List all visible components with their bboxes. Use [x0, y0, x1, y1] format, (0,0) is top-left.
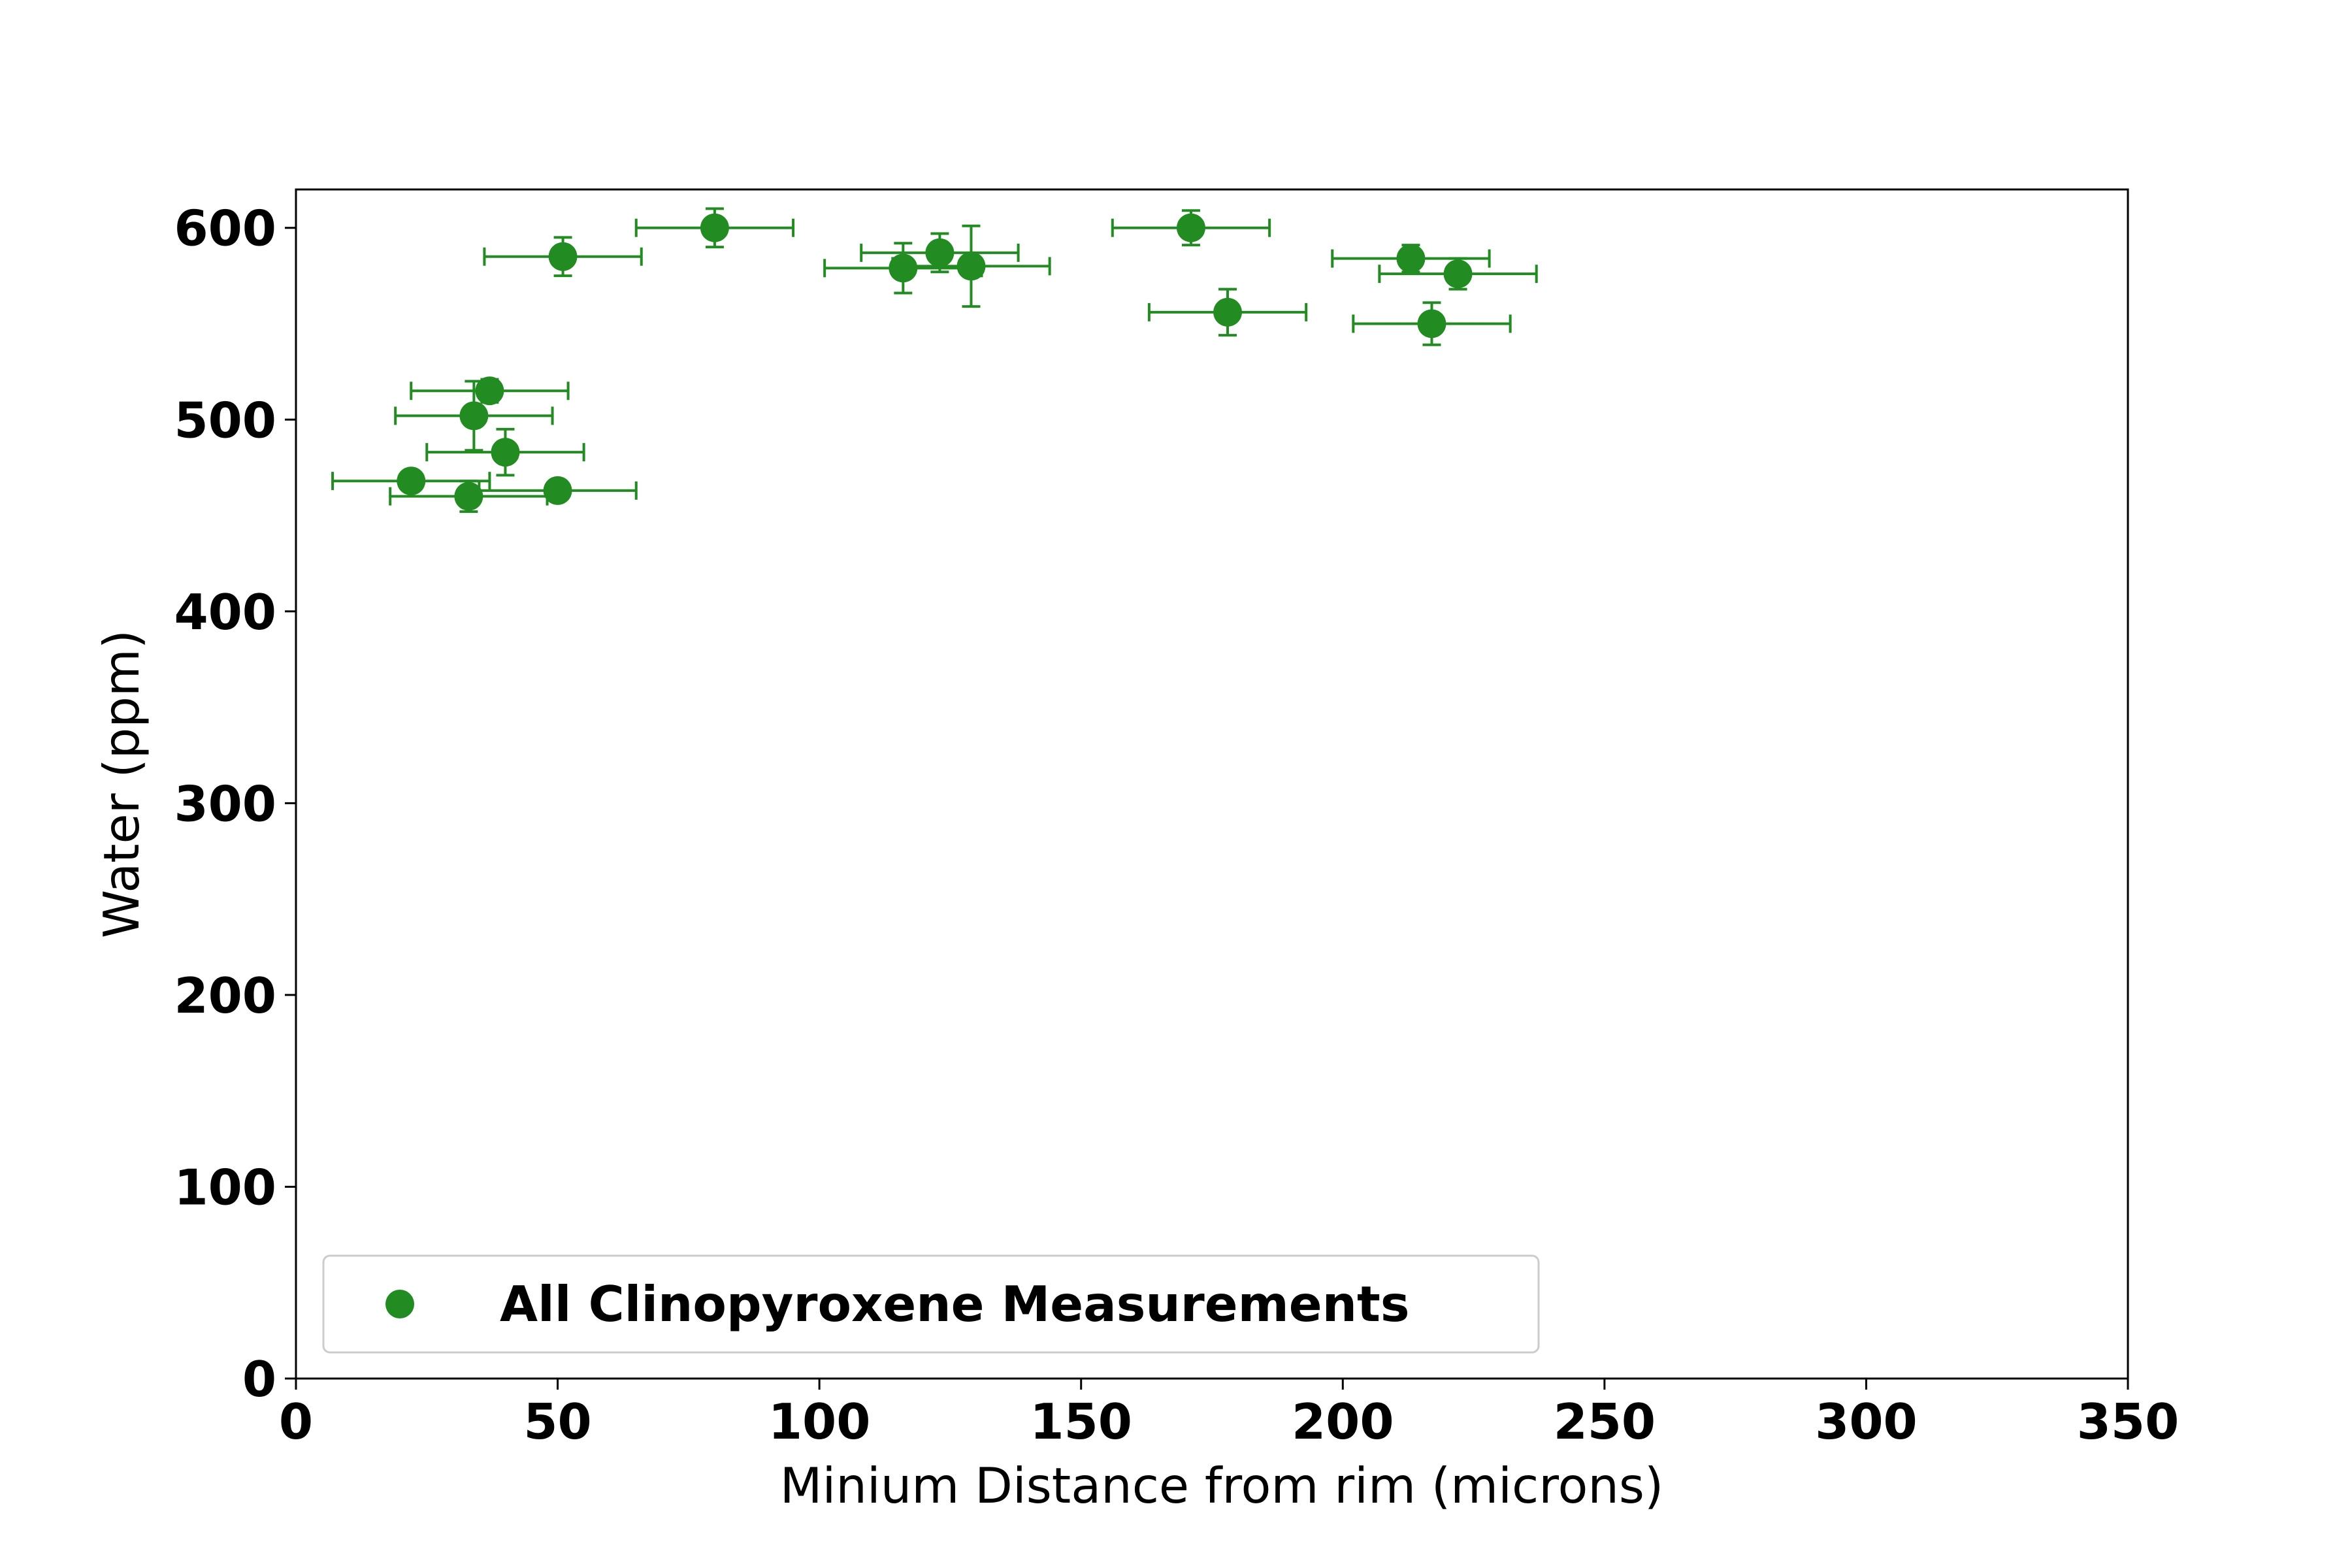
data-point — [956, 252, 986, 281]
data-point-group — [1352, 301, 1512, 346]
y-tick-label: 100 — [174, 1158, 276, 1216]
data-point — [459, 401, 489, 431]
x-tick-label: 300 — [1815, 1393, 1918, 1450]
data-point — [700, 213, 729, 242]
x-tick-label: 200 — [1292, 1393, 1394, 1450]
data-point — [1443, 259, 1473, 289]
y-tick-label: 400 — [174, 583, 276, 641]
data-point — [1396, 244, 1426, 273]
data-point — [491, 438, 520, 467]
axes: 0 50 100 150 200 250 300 350 0 100 200 300 400 500 600 — [174, 188, 2180, 1450]
data-point-group — [425, 427, 585, 477]
x-tick-label: 350 — [2077, 1393, 2180, 1450]
data-point — [925, 238, 955, 267]
y-tick-label: 300 — [174, 775, 276, 832]
y-tick-label: 500 — [174, 391, 276, 449]
data-point — [475, 376, 504, 406]
data-point-group — [1378, 257, 1538, 291]
data-point — [543, 476, 572, 505]
data-point-group — [891, 224, 1051, 308]
data-point — [889, 253, 918, 283]
x-tick-label: 150 — [1030, 1393, 1132, 1450]
x-tick-label: 0 — [279, 1393, 313, 1450]
data-point-group — [478, 476, 638, 505]
data-point — [548, 242, 578, 271]
plot-area — [331, 207, 1538, 514]
data-point-group — [410, 376, 570, 406]
data-point — [1213, 297, 1243, 327]
legend-marker — [385, 1290, 414, 1318]
data-point-group — [1147, 287, 1308, 337]
legend-label: All Clinopyroxene Measurements — [500, 1275, 1410, 1333]
x-tick-label: 100 — [768, 1393, 871, 1450]
data-point-group — [394, 380, 554, 452]
data-point-group — [1111, 209, 1271, 247]
x-tick-label: 250 — [1554, 1393, 1656, 1450]
x-axis-title: Minium Distance from rim (microns) — [780, 1457, 1663, 1514]
data-point-group — [634, 207, 795, 249]
plot-frame — [295, 188, 2129, 1380]
data-point-group — [483, 236, 643, 278]
data-point — [1417, 309, 1446, 338]
data-point — [1176, 213, 1205, 242]
legend: All Clinopyroxene Measurements — [322, 1254, 1540, 1354]
data-point — [397, 466, 426, 496]
x-tick-label: 50 — [523, 1393, 591, 1450]
y-tick-label: 200 — [174, 967, 276, 1024]
data-point-group — [860, 232, 1020, 274]
legend-box — [322, 1254, 1540, 1354]
y-tick-label: 0 — [242, 1350, 276, 1408]
data-point — [454, 482, 483, 511]
y-tick-label: 600 — [174, 200, 276, 257]
y-axis-title: Water (ppm) — [93, 630, 150, 938]
